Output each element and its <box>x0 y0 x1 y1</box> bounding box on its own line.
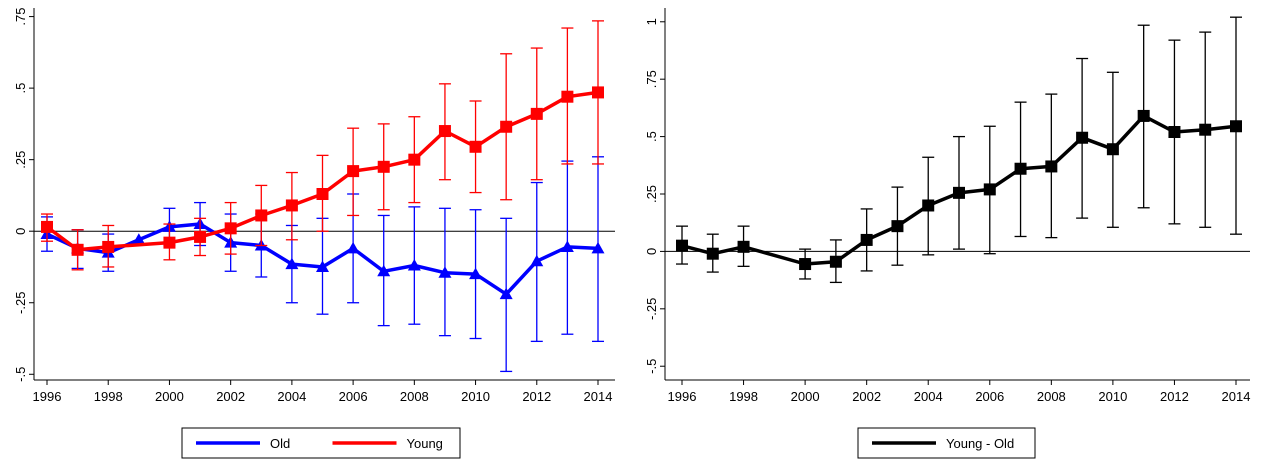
young-point <box>316 188 329 200</box>
y-tick-label: -.5 <box>644 359 659 374</box>
old-point <box>438 266 452 278</box>
y-tick-label: -.25 <box>644 298 659 320</box>
x-tick-label: 2002 <box>216 389 245 404</box>
young-old-legend-label: Young - Old <box>946 436 1014 451</box>
young-old-point <box>829 255 842 268</box>
young-point <box>71 243 84 256</box>
young-old-point <box>1076 131 1089 144</box>
old-point <box>132 233 146 245</box>
x-tick-label: 1996 <box>668 389 697 404</box>
young-point <box>102 240 115 253</box>
young-old-point <box>737 240 750 253</box>
x-tick-label: 2008 <box>400 389 429 404</box>
y-tick-label: .75 <box>644 70 659 88</box>
y-tick-label: -.5 <box>13 367 28 382</box>
old-legend-label: Old <box>270 436 290 451</box>
young-old-point <box>1045 160 1058 173</box>
young-point <box>438 125 451 138</box>
y-tick-label: -.25 <box>13 292 28 314</box>
x-tick-label: 2002 <box>852 389 881 404</box>
x-tick-label: 2010 <box>461 389 490 404</box>
x-tick-label: 1996 <box>33 389 62 404</box>
x-tick-label: 2004 <box>277 389 306 404</box>
old-point <box>285 257 299 270</box>
young-point <box>469 140 482 153</box>
young-point <box>500 120 513 133</box>
x-tick-label: 1998 <box>94 389 123 404</box>
x-tick-label: 2000 <box>155 389 184 404</box>
young-point <box>347 165 360 178</box>
young-point <box>41 220 53 233</box>
young-old-point <box>860 233 873 246</box>
x-tick-label: 2014 <box>1222 389 1251 404</box>
y-tick-label: .75 <box>13 8 28 26</box>
young-old-point <box>799 258 812 271</box>
right-chart-panel: -.5 -.25 0 .25 .5 .75 1 1996 1998 2000 2002 2004 200… <box>644 8 1251 459</box>
young-old-point <box>676 239 688 252</box>
legend: Old Young <box>181 427 461 459</box>
young-old-point <box>953 186 965 199</box>
x-tick-label: 2010 <box>1098 389 1127 404</box>
young-old-point <box>706 247 719 260</box>
old-point <box>591 241 605 254</box>
young-old-point <box>1014 162 1027 175</box>
young-old-point <box>922 199 935 212</box>
y-tick-label: 0 <box>13 228 28 235</box>
y-tick-label: 1 <box>644 18 659 25</box>
legend: Young - Old <box>857 427 1036 459</box>
x-tick-label: 2012 <box>1160 389 1189 404</box>
old-point <box>407 259 421 271</box>
left-chart-panel: -.5 -.25 0 .25 .5 .75 1996 1998 2000 2002 2004 2006… <box>13 8 615 459</box>
young-old-point <box>1137 109 1150 122</box>
old-point <box>377 264 391 277</box>
y-tick-label: 0 <box>644 248 659 255</box>
young-point <box>592 86 604 99</box>
young-point <box>255 209 268 222</box>
y-tick-label: .5 <box>13 83 28 94</box>
young-old-point <box>891 220 904 233</box>
old-point <box>560 240 574 252</box>
young-old-point <box>1106 143 1119 156</box>
young-old-point <box>983 183 996 196</box>
old-point <box>469 267 483 280</box>
old-point <box>316 260 329 272</box>
young-point <box>163 236 176 249</box>
young-old-point <box>1199 123 1212 136</box>
young-point <box>194 230 207 243</box>
y-tick-label: .5 <box>644 131 659 142</box>
young-point <box>285 199 298 212</box>
y-tick-label: .25 <box>644 185 659 203</box>
young-series <box>41 20 604 271</box>
y-tick-label: .25 <box>13 151 28 169</box>
young-old-point <box>1168 126 1181 138</box>
x-tick-label: 2012 <box>522 389 551 404</box>
old-point <box>530 254 544 267</box>
young-point <box>224 222 237 235</box>
x-tick-label: 2006 <box>975 389 1004 404</box>
young-point <box>408 153 421 166</box>
young-legend-label: Young <box>407 436 443 451</box>
young-point <box>561 90 574 103</box>
old-point <box>346 241 360 254</box>
x-tick-label: 2014 <box>584 389 613 404</box>
x-tick-label: 1998 <box>729 389 758 404</box>
young-old-point <box>1230 120 1242 133</box>
x-tick-label: 2006 <box>339 389 368 404</box>
young-point <box>377 160 390 173</box>
x-tick-label: 2004 <box>914 389 943 404</box>
x-tick-label: 2000 <box>791 389 820 404</box>
old-point <box>499 287 513 300</box>
young-point <box>530 107 543 120</box>
x-tick-label: 2008 <box>1037 389 1066 404</box>
young-old-series <box>676 16 1242 284</box>
